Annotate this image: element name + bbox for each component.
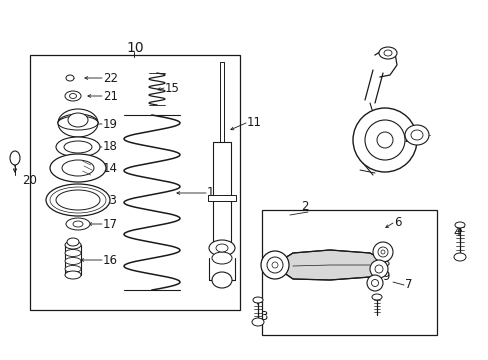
Ellipse shape: [73, 221, 83, 227]
Ellipse shape: [366, 275, 382, 291]
Ellipse shape: [64, 141, 92, 153]
Ellipse shape: [10, 151, 20, 165]
Ellipse shape: [66, 75, 74, 81]
Ellipse shape: [383, 50, 391, 56]
Text: 11: 11: [246, 117, 262, 130]
Text: 18: 18: [103, 140, 118, 153]
Text: 10: 10: [126, 41, 143, 55]
Text: 3: 3: [260, 310, 267, 324]
Ellipse shape: [50, 154, 106, 182]
Ellipse shape: [371, 294, 381, 300]
Ellipse shape: [251, 318, 264, 326]
Ellipse shape: [410, 130, 422, 140]
Text: 6: 6: [393, 216, 401, 230]
Bar: [262, 210, 436, 335]
Ellipse shape: [56, 190, 100, 210]
Text: 15: 15: [164, 81, 180, 94]
Ellipse shape: [454, 222, 464, 228]
Text: 14: 14: [103, 162, 118, 175]
Ellipse shape: [65, 249, 81, 256]
Ellipse shape: [58, 116, 98, 130]
Ellipse shape: [65, 271, 81, 279]
Ellipse shape: [67, 238, 79, 246]
Text: 20: 20: [22, 174, 37, 186]
Ellipse shape: [65, 257, 81, 265]
Ellipse shape: [65, 91, 81, 101]
Ellipse shape: [371, 279, 378, 287]
Ellipse shape: [66, 218, 90, 230]
Ellipse shape: [65, 241, 81, 249]
Ellipse shape: [65, 266, 81, 273]
Ellipse shape: [372, 242, 392, 262]
Text: 21: 21: [103, 90, 118, 103]
Ellipse shape: [58, 109, 98, 137]
Text: 22: 22: [103, 72, 118, 85]
Text: 1: 1: [412, 131, 420, 144]
Ellipse shape: [369, 260, 387, 278]
Ellipse shape: [208, 240, 235, 256]
Bar: [220, 62, 224, 142]
Ellipse shape: [380, 250, 384, 254]
Text: 5: 5: [270, 253, 278, 266]
Text: 19: 19: [103, 117, 118, 130]
Ellipse shape: [216, 244, 227, 252]
Ellipse shape: [404, 125, 428, 145]
Ellipse shape: [377, 247, 387, 257]
Text: 13: 13: [103, 194, 118, 207]
Ellipse shape: [352, 108, 416, 172]
Ellipse shape: [364, 120, 404, 160]
Ellipse shape: [56, 137, 100, 157]
Ellipse shape: [261, 251, 288, 279]
Text: 4: 4: [452, 225, 460, 238]
Text: 8: 8: [381, 256, 388, 269]
Ellipse shape: [46, 184, 110, 216]
Bar: [30, 55, 240, 310]
Ellipse shape: [453, 253, 465, 261]
Ellipse shape: [374, 265, 382, 273]
Ellipse shape: [212, 252, 231, 264]
Polygon shape: [280, 250, 384, 280]
Ellipse shape: [252, 297, 263, 303]
Ellipse shape: [378, 47, 396, 59]
Text: 2: 2: [301, 201, 308, 213]
Ellipse shape: [62, 160, 94, 176]
Bar: [207, 195, 236, 201]
Ellipse shape: [212, 272, 231, 288]
Ellipse shape: [68, 113, 88, 127]
Ellipse shape: [271, 262, 278, 268]
Ellipse shape: [266, 257, 283, 273]
Ellipse shape: [376, 132, 392, 148]
Text: 12: 12: [206, 186, 222, 199]
Bar: [213, 142, 230, 242]
Ellipse shape: [50, 187, 106, 213]
Text: 17: 17: [103, 217, 118, 230]
Text: 7: 7: [404, 279, 412, 292]
Ellipse shape: [69, 94, 76, 99]
Text: 16: 16: [103, 253, 118, 266]
Text: 9: 9: [381, 270, 389, 284]
